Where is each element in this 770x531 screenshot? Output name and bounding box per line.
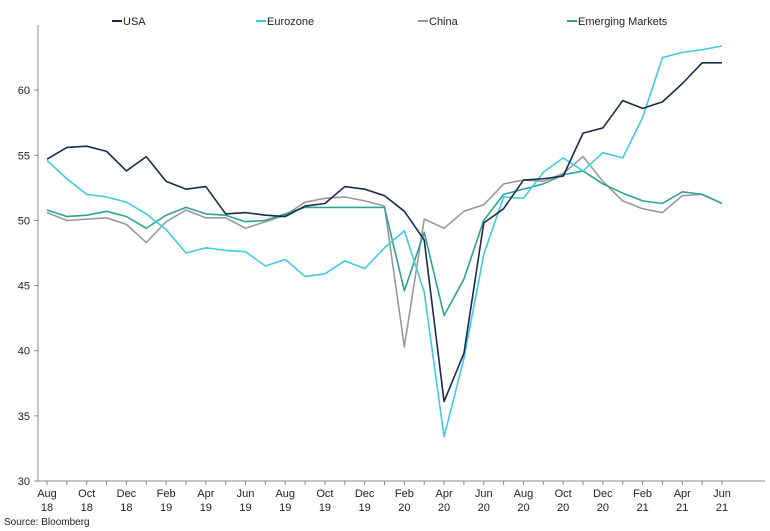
x-tick-label-year: 19 xyxy=(279,502,291,514)
x-tick-label-month: Feb xyxy=(395,488,414,500)
x-tick-label-month: Apr xyxy=(435,488,452,500)
x-tick-label-year: 20 xyxy=(398,502,410,514)
y-tick-label: 60 xyxy=(18,85,30,97)
x-tick-label-month: Jun xyxy=(475,488,493,500)
x-tick-label-year: 20 xyxy=(478,502,490,514)
legend-label: USA xyxy=(123,16,146,28)
x-tick-label-month: Oct xyxy=(78,488,95,500)
legend-item-china: China xyxy=(418,16,459,28)
series-line-eurozone xyxy=(46,45,723,438)
series-layer xyxy=(46,45,723,438)
x-tick-label-month: Apr xyxy=(674,488,691,500)
series-line-china xyxy=(46,155,723,348)
legend-label: Emerging Markets xyxy=(578,16,668,28)
series-line-usa xyxy=(46,61,722,403)
y-tick-label: 50 xyxy=(18,215,30,227)
x-tick-label-year: 19 xyxy=(319,502,331,514)
x-tick-label-month: Aug xyxy=(514,488,534,500)
x-tick-label-year: 18 xyxy=(41,502,53,514)
x-tick-label-month: Dec xyxy=(117,488,137,500)
y-tick-label: 35 xyxy=(18,411,30,423)
x-tick-label-month: Aug xyxy=(275,488,295,500)
legend-item-emerging-markets: Emerging Markets xyxy=(567,16,668,28)
series-line-emerging-markets xyxy=(46,170,723,317)
x-tick-label-year: 19 xyxy=(239,502,251,514)
x-tick-label-year: 21 xyxy=(636,502,648,514)
x-tick-label-month: Dec xyxy=(593,488,613,500)
x-tick-label-year: 20 xyxy=(438,502,450,514)
x-tick-label-year: 20 xyxy=(597,502,609,514)
x-tick-label-year: 18 xyxy=(120,502,132,514)
y-tick-label: 55 xyxy=(18,150,30,162)
x-tick-label-year: 19 xyxy=(200,502,212,514)
legend-item-eurozone: Eurozone xyxy=(256,16,314,28)
source-note: Source: Bloomberg xyxy=(4,517,90,528)
x-tick-label-year: 19 xyxy=(160,502,172,514)
y-axis: 30 35 40 45 50 55 60 xyxy=(18,25,39,488)
y-tick-label: 45 xyxy=(18,281,30,293)
x-tick-label-year: 18 xyxy=(81,502,93,514)
x-tick-label-month: Jun xyxy=(713,488,731,500)
x-tick-label-month: Apr xyxy=(197,488,214,500)
x-axis: Aug 18 Oct 18 Dec 18 Feb 19 Apr 19 Jun 19 Aug 19 Oct 19… xyxy=(37,480,765,514)
x-tick-label-year: 19 xyxy=(359,502,371,514)
x-tick-label-year: 21 xyxy=(716,502,728,514)
x-tick-label-month: Dec xyxy=(355,488,375,500)
x-tick-label-year: 20 xyxy=(557,502,569,514)
x-tick-label-month: Feb xyxy=(633,488,652,500)
legend-item-usa: USA xyxy=(112,16,146,28)
x-tick-label-month: Oct xyxy=(555,488,572,500)
x-tick-label-month: Feb xyxy=(157,488,176,500)
x-tick-label-month: Aug xyxy=(37,488,57,500)
x-tick-label-month: Jun xyxy=(237,488,255,500)
x-tick-label-year: 21 xyxy=(676,502,688,514)
legend: USA Eurozone China Emerging Markets xyxy=(112,16,668,28)
y-tick-label: 30 xyxy=(18,476,30,488)
x-tick-label-month: Oct xyxy=(316,488,333,500)
legend-label: China xyxy=(429,16,459,28)
legend-label: Eurozone xyxy=(267,16,314,28)
x-tick-label-year: 20 xyxy=(517,502,529,514)
y-tick-label: 40 xyxy=(18,346,30,358)
